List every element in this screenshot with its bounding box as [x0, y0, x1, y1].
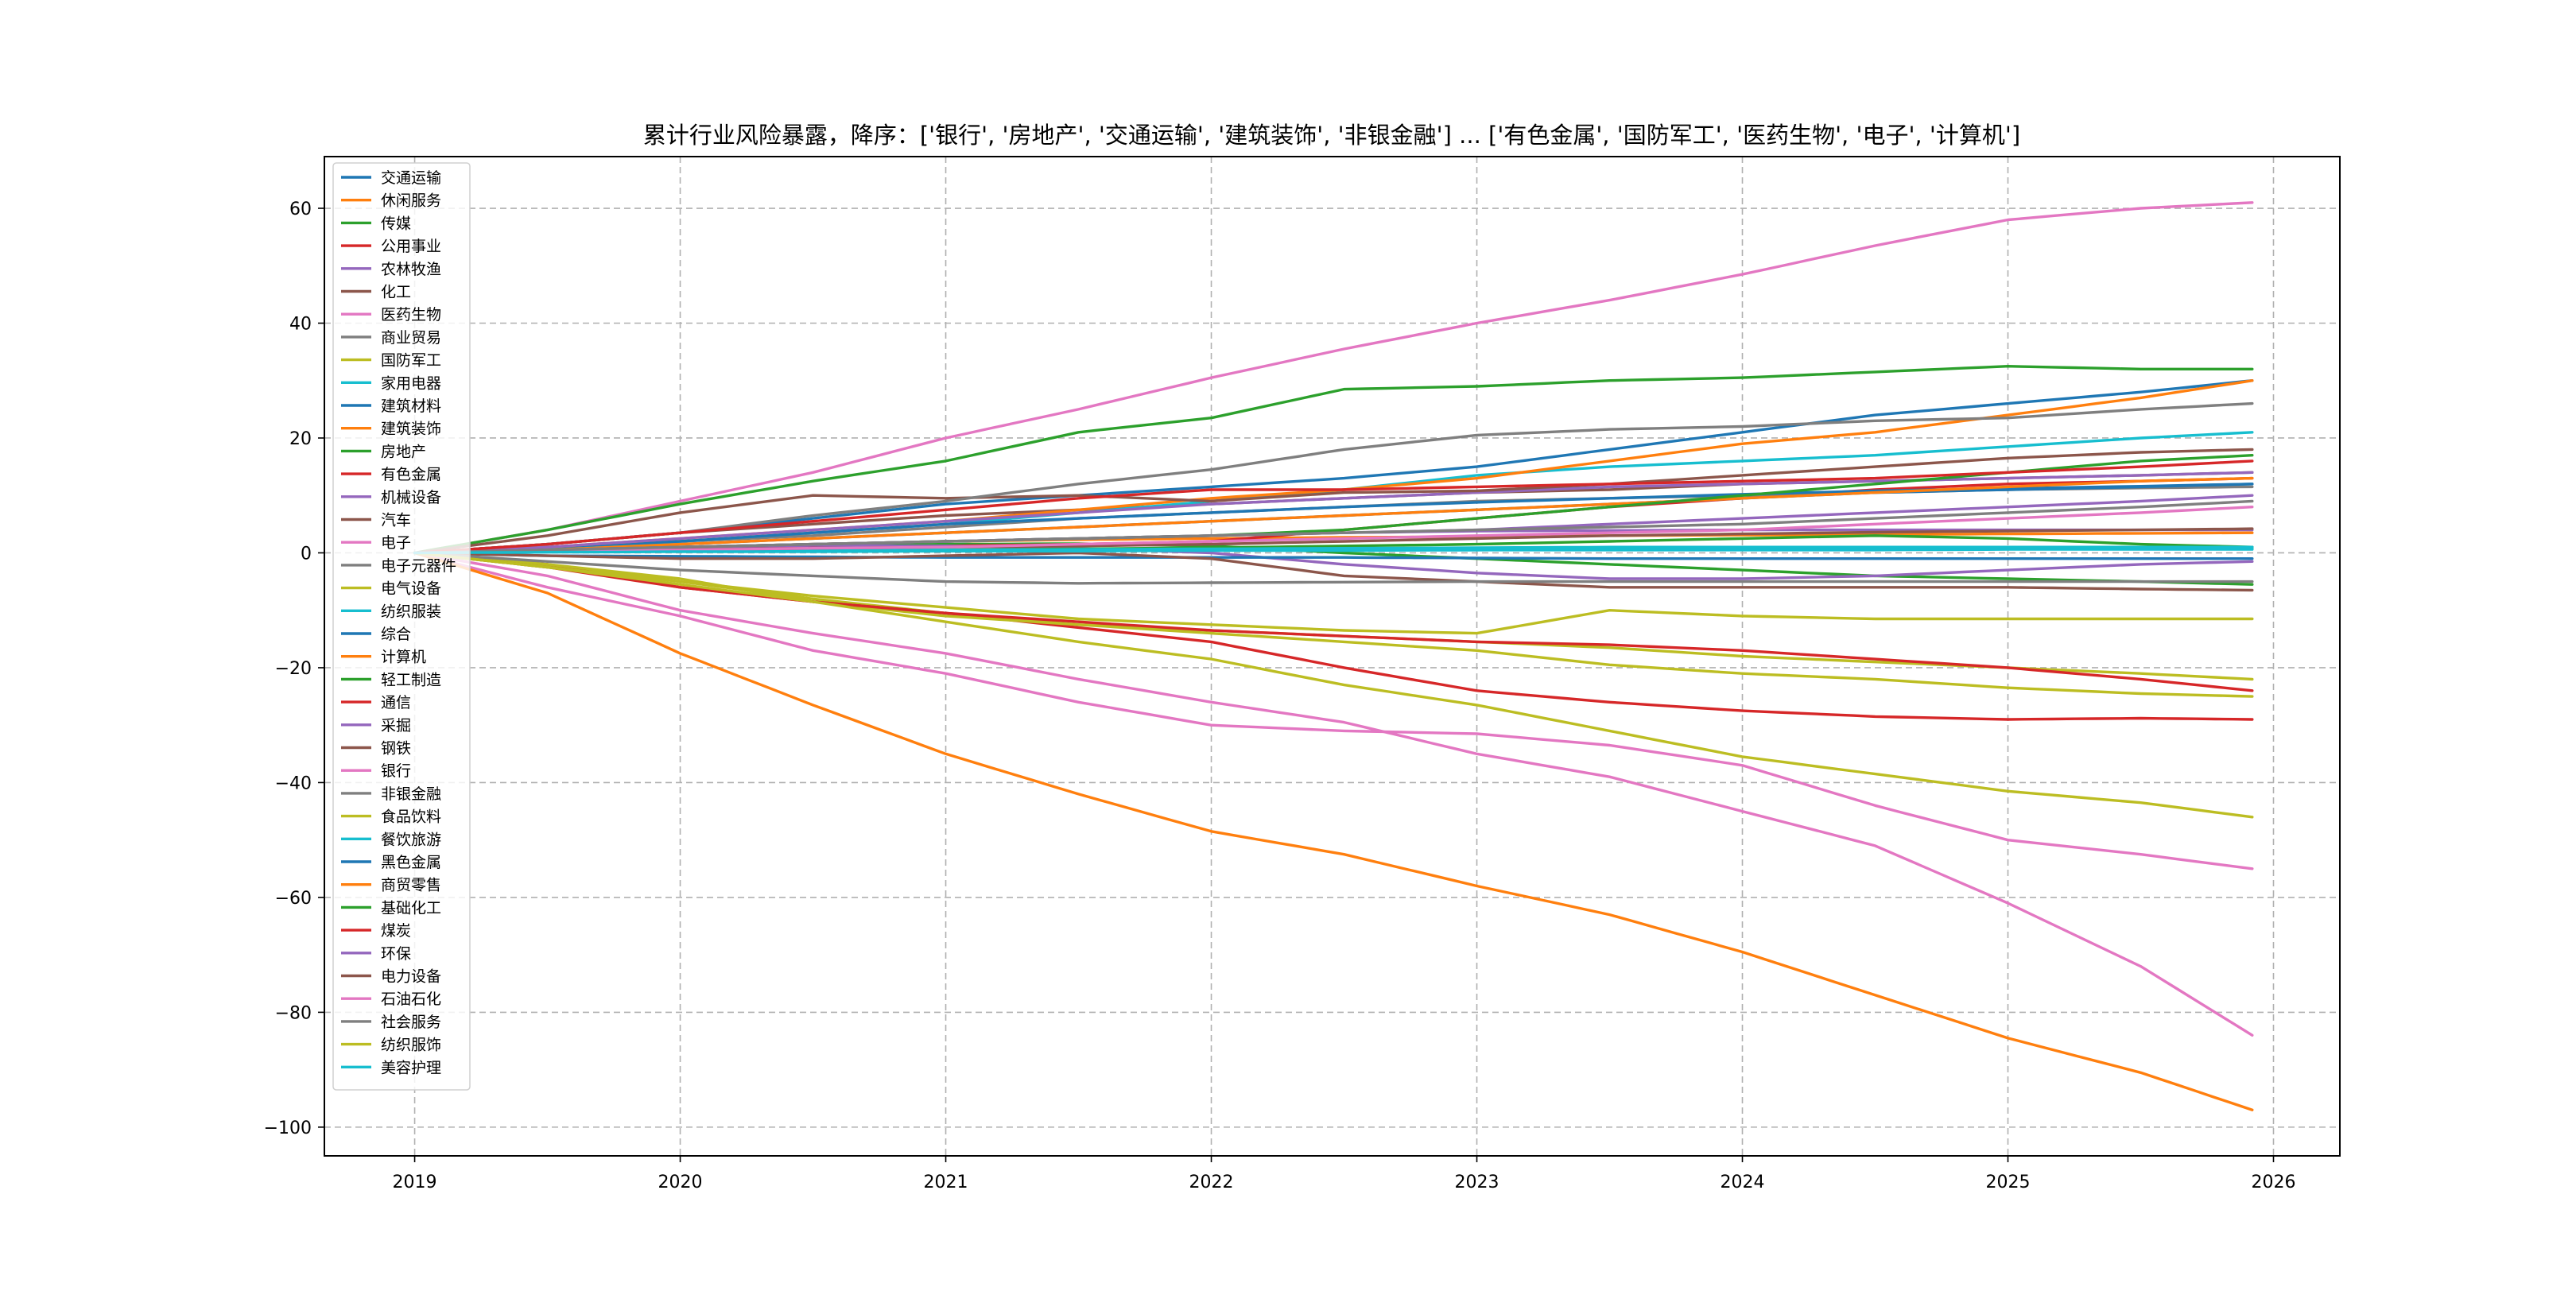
legend-label: 银行: [381, 762, 411, 780]
legend-label: 通信: [381, 694, 411, 711]
legend: 交通运输休闲服务传媒公用事业农林牧渔化工医药生物商业贸易国防军工家用电器建筑材料…: [332, 162, 471, 1091]
legend-label: 建筑材料: [381, 397, 441, 415]
legend-label: 环保: [381, 945, 411, 963]
legend-label: 采掘: [381, 717, 411, 735]
series-line-交通运输: [413, 379, 2254, 555]
series-line-银行: [413, 551, 2254, 1037]
y-tick-label: 20: [289, 429, 312, 449]
series-line-煤炭: [413, 459, 2254, 555]
chart-title: 累计行业风险暴露，降序：['银行', '房地产', '交通运输', '建筑装饰'…: [643, 122, 2020, 149]
grid: [324, 157, 2340, 1156]
legend-label: 家用电器: [381, 374, 441, 392]
x-tick-label: 2023: [1455, 1173, 1499, 1192]
legend-label: 纺织服饰: [381, 1037, 441, 1054]
y-tick-label: 0: [301, 544, 312, 564]
y-tick-label: −40: [275, 773, 312, 793]
series-line-机械设备: [413, 471, 2254, 555]
legend-label: 商贸零售: [381, 877, 441, 894]
legend-label: 非银金融: [381, 785, 441, 803]
legend-label: 商业贸易: [381, 329, 441, 347]
series-line-房地产: [413, 365, 2254, 555]
series-line-医药生物: [413, 201, 2254, 555]
legend-label: 黑色金属: [381, 854, 441, 871]
series-line-社会服务: [413, 499, 2254, 555]
legend-label: 社会服务: [381, 1014, 441, 1031]
legend-label: 纺织服装: [381, 603, 441, 620]
legend-label: 电子: [381, 534, 411, 552]
x-axis-ticks: 2019 2020 2021 2022 2023 2024 2025 2026: [393, 1156, 2296, 1192]
series-line-电子元器件: [413, 401, 2254, 555]
y-tick-label: −80: [275, 1003, 312, 1023]
legend-label: 食品饮料: [381, 808, 441, 826]
legend-label: 房地产: [381, 443, 426, 460]
series-line-食品饮料: [413, 551, 2254, 819]
legend-label: 电气设备: [381, 580, 441, 598]
legend-label: 农林牧渔: [381, 261, 441, 278]
legend-label: 计算机: [381, 649, 426, 666]
x-tick-label: 2019: [393, 1173, 437, 1192]
series-line-计算机: [413, 551, 2254, 1111]
legend-label: 公用事业: [381, 238, 441, 255]
legend-label: 国防军工: [381, 352, 441, 370]
legend-label: 交通运输: [381, 169, 441, 187]
legend-label: 电子元器件: [381, 557, 456, 575]
series-line-综合: [413, 551, 2254, 560]
legend-label: 基础化工: [381, 899, 441, 917]
legend-label: 美容护理: [381, 1059, 441, 1076]
x-tick-label: 2025: [1986, 1173, 2031, 1192]
x-tick-label: 2021: [924, 1173, 968, 1192]
y-axis-ticks: −100 −80 −60 −40 −20 0 20 40 60: [264, 200, 324, 1138]
x-tick-label: 2026: [2252, 1173, 2296, 1192]
y-tick-label: −20: [275, 659, 312, 679]
legend-label: 轻工制造: [381, 671, 441, 688]
legend-label: 汽车: [381, 512, 411, 529]
y-tick-label: 60: [289, 200, 312, 219]
legend-label: 休闲服务: [381, 192, 441, 210]
series-line-非银金融: [413, 551, 2254, 585]
legend-label: 石油石化: [381, 991, 441, 1008]
legend-label: 医药生物: [381, 306, 441, 324]
legend-box: [332, 162, 471, 1091]
y-tick-label: −60: [275, 889, 312, 909]
series-line-石油石化: [413, 506, 2254, 555]
legend-label: 钢铁: [381, 740, 411, 758]
series-line-电子: [413, 551, 2254, 870]
legend-label: 有色金属: [381, 466, 441, 483]
x-tick-label: 2024: [1721, 1173, 1765, 1192]
legend-label: 餐饮旅游: [381, 831, 441, 848]
plot-frame: [324, 156, 2341, 1157]
legend-label: 煤炭: [381, 922, 411, 940]
x-tick-label: 2020: [658, 1173, 703, 1192]
series-line-美容护理: [413, 548, 2254, 555]
x-tick-label: 2022: [1189, 1173, 1234, 1192]
series-line-商贸零售: [413, 476, 2254, 555]
legend-label: 化工: [381, 284, 411, 301]
series-line-纺织服饰: [413, 551, 2254, 635]
legend-label: 机械设备: [381, 489, 441, 506]
legend-label: 电力设备: [381, 968, 441, 986]
series-line-通信: [413, 551, 2254, 692]
legend-label: 建筑装饰: [381, 421, 441, 438]
series-lines: [413, 201, 2254, 1111]
legend-label: 综合: [381, 626, 411, 643]
series-line-钢铁: [413, 551, 2254, 592]
series-line-汽车: [413, 448, 2254, 555]
y-tick-label: 40: [289, 315, 312, 335]
legend-label: 传媒: [381, 215, 411, 232]
y-tick-label: −100: [264, 1118, 312, 1138]
